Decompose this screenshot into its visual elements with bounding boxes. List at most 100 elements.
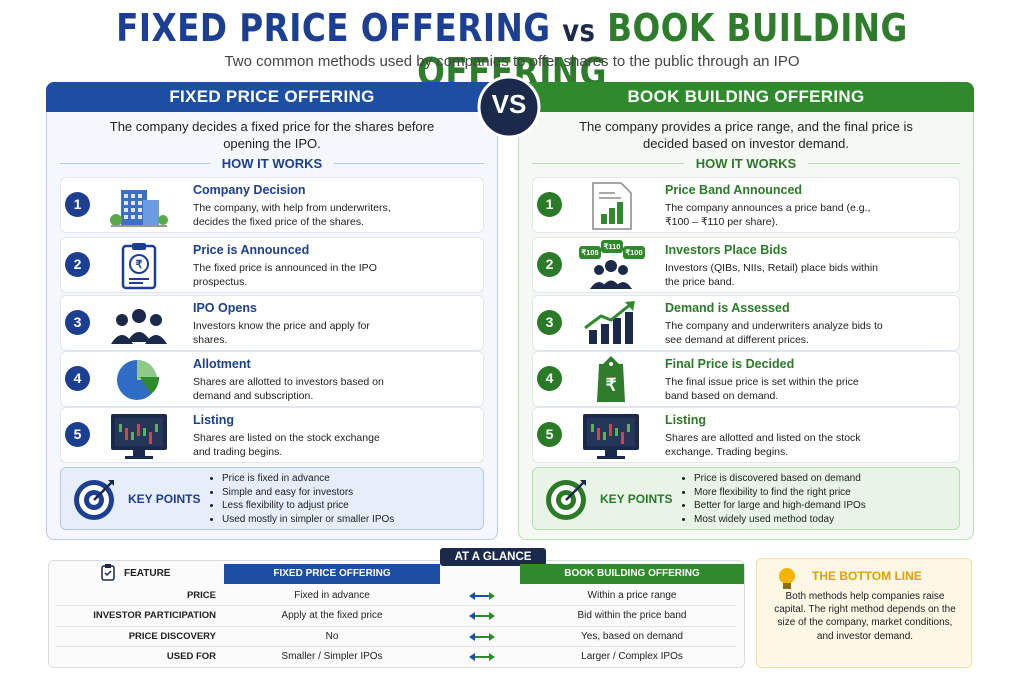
step-text: The final issue price is set within the …	[665, 376, 859, 402]
step-text: The company and underwriters analyze bid…	[665, 320, 883, 346]
step-text: Shares are listed on the stock exchange …	[193, 432, 380, 458]
panel-header: BOOK BUILDING OFFERING	[518, 82, 974, 112]
step-icon	[584, 301, 635, 344]
step-text: Investors know the price and apply for s…	[193, 320, 370, 346]
step-icon	[117, 360, 160, 400]
step-title: Allotment	[193, 357, 251, 371]
key-points-list: Price is fixed in advanceSimple and easy…	[210, 472, 470, 526]
step-title: Company Decision	[193, 183, 306, 197]
glance-book: Within a price range	[587, 590, 677, 601]
bulb-icon	[779, 568, 795, 589]
how-it-works: HOW IT WORKS	[210, 156, 334, 171]
step-icon	[111, 309, 167, 344]
key-points-box	[60, 467, 484, 530]
step-icon: ₹	[121, 243, 157, 290]
step-icon	[592, 182, 632, 230]
key-points-list: Price is discovered based on demandMore …	[682, 472, 942, 526]
panel-description: The company decides a fixed price for th…	[109, 119, 435, 151]
compare-arrow	[469, 612, 495, 620]
step-number: 2	[537, 252, 562, 277]
key-points-wrap: Price is fixed in advanceSimple and easy…	[210, 472, 470, 526]
step-title: Price Band Announced	[665, 183, 803, 197]
panel-header: FIXED PRICE OFFERING	[46, 82, 498, 112]
glance-feature: USED FOR	[166, 651, 216, 662]
glance-feature: PRICE	[186, 590, 216, 601]
key-points-label: KEY POINTS	[600, 492, 673, 506]
step-title: Final Price is Decided	[665, 357, 795, 371]
vs-badge-circle	[477, 75, 541, 139]
key-point: Better for large and high-demand IPOs	[694, 499, 942, 513]
key-point: Used mostly in simpler or smaller IPOs	[222, 513, 470, 527]
step-number: 3	[65, 310, 90, 335]
glance-header-feature: FEATURE	[124, 568, 171, 579]
icon-label: ₹	[606, 375, 617, 394]
vs-badge: VS	[491, 89, 527, 119]
step-number: 1	[537, 192, 562, 217]
key-points-wrap: Price is discovered based on demandMore …	[682, 472, 942, 526]
how-it-works: HOW IT WORKS	[684, 156, 808, 171]
icon-label: ₹105	[581, 248, 598, 257]
key-point: Most widely used method today	[694, 513, 942, 527]
step-text: The company, with help from underwriters…	[193, 202, 391, 228]
key-point: Price is discovered based on demand	[694, 472, 942, 486]
glance-book: Yes, based on demand	[581, 631, 683, 642]
glance-feature: PRICE DISCOVERY	[128, 631, 216, 642]
glance-label: AT A GLANCE	[440, 548, 546, 566]
step-title: Demand is Assessed	[665, 301, 790, 315]
step-text: The fixed price is announced in the IPO …	[193, 262, 377, 288]
row-divider	[56, 626, 736, 627]
subtitle: Two common methods used by companies to …	[224, 53, 800, 70]
key-points-box	[532, 467, 960, 530]
glance-header-fixed: FIXED PRICE OFFERING	[224, 564, 440, 584]
compare-arrow	[469, 592, 495, 600]
step-icon	[583, 414, 639, 459]
step-icon: ₹105 ₹110 ₹100	[579, 240, 645, 289]
target-icon	[74, 480, 114, 520]
row-divider	[56, 605, 736, 606]
glance-fixed: Apply at the fixed price	[281, 610, 383, 621]
title-vs: vs	[562, 14, 596, 49]
step-number: 4	[537, 366, 562, 391]
key-point: Less flexibility to adjust price	[222, 499, 470, 513]
bottom-line-text: Both methods help companies raise capita…	[774, 591, 956, 642]
step-number: 5	[65, 422, 90, 447]
feature-icon	[101, 564, 115, 581]
step-title: Price is Announced	[193, 243, 310, 257]
step-title: Listing	[193, 413, 234, 427]
step-icon: ₹	[597, 356, 625, 402]
step-number: 2	[65, 252, 90, 277]
step-number: 3	[537, 310, 562, 335]
step-number: 4	[65, 366, 90, 391]
glance-fixed: No	[325, 631, 339, 642]
key-point: More flexibility to find the right price	[694, 486, 942, 500]
title-left: FIXED PRICE OFFERING	[116, 6, 551, 50]
key-point: Price is fixed in advance	[222, 472, 470, 486]
target-icon	[546, 480, 586, 520]
step-title: Listing	[665, 413, 706, 427]
step-title: Investors Place Bids	[665, 243, 788, 257]
key-points-label: KEY POINTS	[128, 492, 201, 506]
step-number: 5	[537, 422, 562, 447]
compare-arrow	[469, 633, 495, 641]
step-text: Shares are allotted and listed on the st…	[665, 432, 861, 458]
row-divider	[56, 646, 736, 647]
step-number: 1	[65, 192, 90, 217]
step-title: IPO Opens	[193, 301, 257, 315]
icon-label: ₹110	[604, 242, 621, 251]
step-text: Shares are allotted to investors based o…	[193, 376, 384, 402]
glance-feature: INVESTOR PARTICIPATION	[93, 610, 216, 621]
panel-description: The company provides a price range, and …	[579, 119, 913, 151]
glance-fixed: Fixed in advance	[294, 590, 370, 601]
icon-label: ₹	[136, 259, 143, 271]
key-point: Simple and easy for investors	[222, 486, 470, 500]
step-icon	[110, 190, 168, 227]
step-icon	[111, 414, 167, 459]
step-text: The company announces a price band (e.g.…	[665, 202, 871, 228]
glance-book: Larger / Complex IPOs	[581, 651, 683, 662]
icon-label: ₹100	[625, 248, 642, 257]
glance-fixed: Smaller / Simpler IPOs	[281, 651, 383, 662]
step-text: Investors (QIBs, NIIs, Retail) place bid…	[665, 262, 878, 288]
compare-arrow	[469, 653, 495, 661]
glance-header-book: BOOK BUILDING OFFERING	[520, 564, 744, 584]
